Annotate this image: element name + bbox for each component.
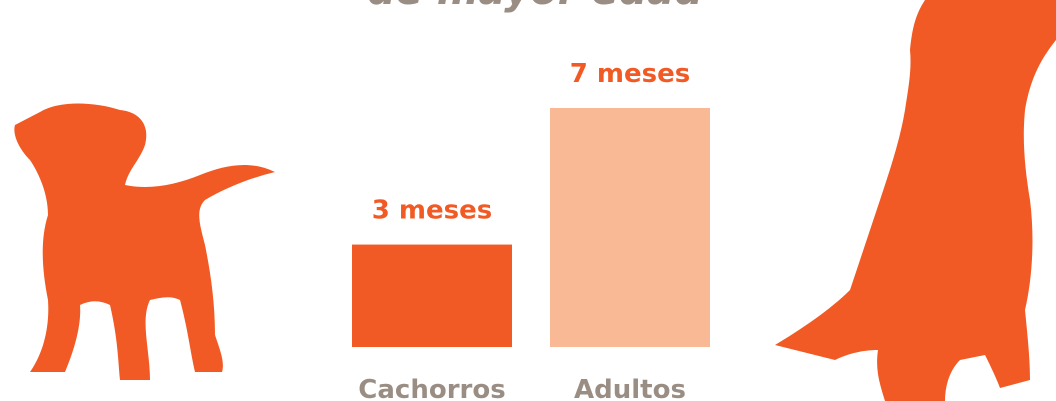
chart: de mayor edad 3 meses Cachorros 7 meses Adu… <box>0 0 1056 401</box>
chart-title: de mayor edad <box>367 0 703 14</box>
dog-silhouette <box>775 0 1056 401</box>
bar <box>352 245 512 347</box>
x-tick-label: Cachorros <box>358 375 505 401</box>
bar <box>550 108 710 347</box>
value-label: 3 meses <box>372 196 492 226</box>
value-label: 7 meses <box>570 59 690 89</box>
puppy-silhouette <box>14 104 275 381</box>
x-tick-label: Adultos <box>574 375 686 401</box>
